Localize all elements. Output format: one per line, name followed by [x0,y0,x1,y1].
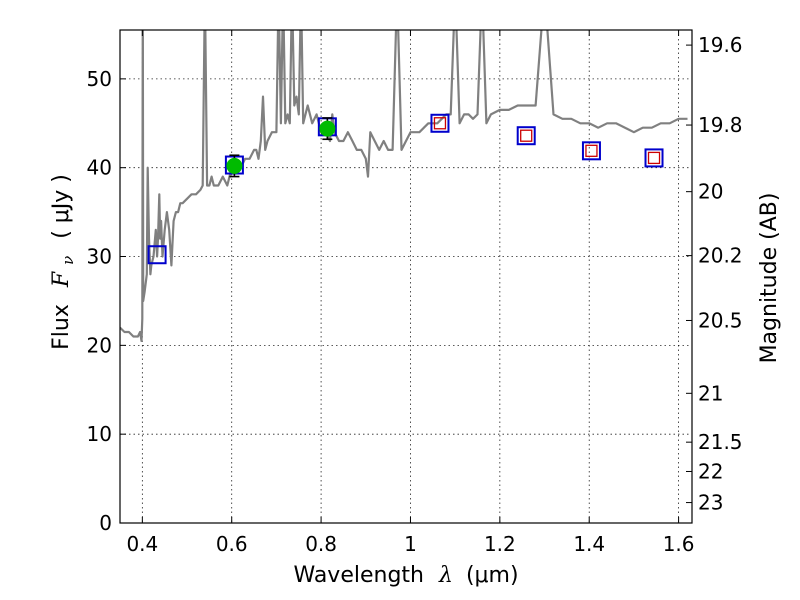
mag-tick-label-5: 21 [698,381,723,405]
x-axis-title-prefix: Wavelength [293,563,424,588]
x-tick-label-2: 0.8 [305,532,337,556]
plot-area [120,30,692,523]
mag-tick-label-2: 20 [698,180,723,204]
predicted-marker-1 [520,129,533,142]
x-tick-label-3: 1 [404,532,417,556]
model-box-marker-0 [147,245,167,265]
x-tick-label-6: 1.6 [663,532,695,556]
y-tick-label-3: 30 [87,245,112,269]
y-tick-label-4: 40 [87,156,112,180]
model-box-marker-4 [516,126,536,146]
x-axis-title-var: λ [438,563,453,588]
mag-tick-label-0: 19.6 [698,33,743,57]
model-spectrum-line [120,30,688,342]
plot-frame [119,29,693,524]
mag-tick-label-4: 20.5 [698,308,743,332]
y-axis-title-right: Magnitude (AB) [757,193,782,364]
y-tick-label-0: 0 [99,511,112,535]
mag-tick-label-7: 22 [698,459,723,483]
y-axis-title-left: Flux F ν ( μJy ) [49,174,79,350]
observed-point-1 [319,120,336,137]
model-box-marker-6 [644,148,664,168]
x-axis-title: Wavelength λ (μm) [293,563,518,588]
x-axis-title-unit: (μm) [466,563,519,588]
mag-tick-label-6: 21.5 [698,430,743,454]
x-tick-label-1: 0.6 [216,532,248,556]
mag-tick-label-3: 20.2 [698,244,743,268]
y-tick-label-5: 50 [87,67,112,91]
y-axis-title-prefix: Flux [49,304,74,350]
predicted-marker-0 [433,117,447,130]
predicted-marker-3 [647,151,661,165]
x-tick-label-4: 1.2 [484,532,516,556]
y-axis-title-unit: ( μJy ) [49,174,74,239]
x-axis: 0.4 0.6 0.8 1 1.2 1.4 1.6 [126,30,695,556]
observed-point-0 [226,157,243,174]
y-tick-label-1: 10 [87,422,112,446]
x-tick-label-0: 0.4 [126,532,158,556]
y-axis-left: 0 10 20 30 40 50 [87,67,126,535]
mag-tick-label-8: 23 [698,491,723,515]
photometry-markers [147,113,664,265]
x-tick-label-5: 1.4 [573,532,605,556]
y-axis-right: 19.6 19.8 20 20.2 20.5 21 21.5 22 23 [686,33,743,515]
y-axis-title-var: F [49,271,74,288]
y-tick-label-2: 20 [87,333,112,357]
mag-tick-label-1: 19.8 [698,113,743,137]
y-axis-title-var-sub: ν [59,256,77,265]
predicted-marker-2 [585,144,598,157]
model-box-marker-5 [581,141,601,161]
model-box-marker-3 [430,113,450,133]
